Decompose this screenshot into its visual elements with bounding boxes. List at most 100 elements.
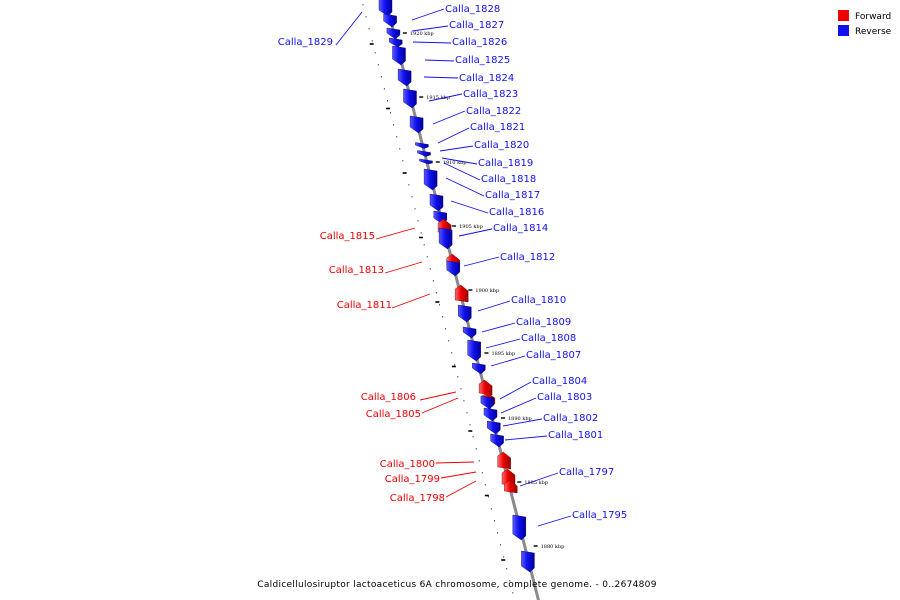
scale-tick-label: 1900 kbp bbox=[475, 288, 499, 294]
gene-leader-line bbox=[445, 480, 477, 498]
gene-label-calla-1806[interactable]: Calla_1806 bbox=[361, 392, 416, 403]
gene-arrow-calla-1828[interactable] bbox=[383, 13, 397, 28]
gene-arrow-calla-1802[interactable] bbox=[487, 420, 501, 435]
gene-arrow-calla-1825[interactable] bbox=[392, 45, 406, 66]
gene-arrow-calla-1803[interactable] bbox=[483, 407, 498, 422]
gene-arrow-calla-1821[interactable] bbox=[415, 142, 429, 149]
gene-label-calla-1816[interactable]: Calla_1816 bbox=[489, 207, 544, 218]
ruler-dot bbox=[512, 592, 514, 594]
gene-label-calla-1811[interactable]: Calla_1811 bbox=[337, 300, 392, 311]
gene-label-calla-1810[interactable]: Calla_1810 bbox=[511, 295, 566, 306]
ruler-dot bbox=[503, 556, 505, 558]
gene-label-calla-1802[interactable]: Calla_1802 bbox=[543, 413, 598, 424]
gene-arrow-calla-1823[interactable] bbox=[403, 88, 417, 109]
gene-leader-line bbox=[419, 391, 457, 401]
gene-arrow-calla-1827[interactable] bbox=[386, 27, 401, 40]
gene-leader-line bbox=[335, 11, 363, 46]
gene-arrow-calla-1811[interactable] bbox=[455, 284, 469, 303]
ruler-dot bbox=[365, 16, 367, 18]
gene-label-calla-1809[interactable]: Calla_1809 bbox=[516, 317, 571, 328]
gene-arrow-calla-1822[interactable] bbox=[409, 115, 424, 134]
gene-arrow-calla-1808[interactable] bbox=[467, 339, 481, 362]
gene-label-calla-1814[interactable]: Calla_1814 bbox=[493, 223, 548, 234]
gene-label-calla-1818[interactable]: Calla_1818 bbox=[481, 174, 536, 185]
gene-label-calla-1801[interactable]: Calla_1801 bbox=[548, 430, 603, 441]
gene-leader-line bbox=[439, 145, 474, 152]
gene-arrow-calla-1800[interactable] bbox=[497, 451, 511, 470]
ruler-dot bbox=[439, 304, 440, 306]
gene-arrow-calla-1829[interactable] bbox=[378, 0, 393, 17]
gene-arrow-calla-1809[interactable] bbox=[462, 326, 477, 339]
scale-tick-label: 1885 kbp bbox=[524, 480, 548, 486]
gene-arrow-calla-1795[interactable] bbox=[521, 550, 535, 573]
gene-features bbox=[378, 0, 535, 573]
gene-arrow-calla-1819[interactable] bbox=[419, 158, 433, 165]
gene-label-calla-1825[interactable]: Calla_1825 bbox=[455, 55, 510, 66]
gene-arrow-calla-1798[interactable] bbox=[504, 479, 518, 494]
gene-leader-line bbox=[537, 515, 572, 527]
ruler-dot bbox=[454, 364, 456, 366]
ruler-dot bbox=[490, 508, 492, 510]
gene-label-calla-1819[interactable]: Calla_1819 bbox=[478, 158, 533, 169]
legend-forward-label: Forward bbox=[855, 12, 891, 22]
gene-arrow-calla-1814[interactable] bbox=[438, 227, 453, 250]
ruler-dot bbox=[463, 400, 465, 402]
ruler-dot bbox=[500, 544, 502, 546]
gene-label-calla-1823[interactable]: Calla_1823 bbox=[463, 89, 518, 100]
ruler-dot bbox=[377, 64, 379, 66]
gene-label-calla-1797[interactable]: Calla_1797 bbox=[559, 467, 614, 478]
gene-arrow-calla-1824[interactable] bbox=[397, 68, 412, 87]
gene-label-calla-1804[interactable]: Calla_1804 bbox=[532, 376, 587, 387]
gene-label-calla-1808[interactable]: Calla_1808 bbox=[521, 333, 576, 344]
gene-label-calla-1820[interactable]: Calla_1820 bbox=[474, 140, 529, 151]
gene-arrow-calla-1812[interactable] bbox=[446, 260, 460, 277]
ruler-dot bbox=[368, 28, 370, 30]
gene-label-calla-1813[interactable]: Calla_1813 bbox=[329, 265, 384, 276]
gene-label-calla-1803[interactable]: Calla_1803 bbox=[537, 392, 592, 403]
gene-label-calla-1821[interactable]: Calla_1821 bbox=[470, 122, 525, 133]
gene-arrow-calla-1804[interactable] bbox=[480, 395, 495, 410]
gene-label-calla-1826[interactable]: Calla_1826 bbox=[452, 37, 507, 48]
gene-label-calla-1799[interactable]: Calla_1799 bbox=[385, 474, 440, 485]
gene-leader-line bbox=[463, 256, 500, 267]
ruler-dot bbox=[417, 220, 419, 222]
gene-label-calla-1829[interactable]: Calla_1829 bbox=[278, 37, 333, 48]
gene-leader-line bbox=[421, 397, 459, 414]
gene-leader-line bbox=[490, 355, 526, 367]
ruler-dot bbox=[390, 112, 391, 114]
gene-arrow-calla-1810[interactable] bbox=[458, 304, 472, 323]
gene-arrow-calla-1797[interactable] bbox=[512, 514, 526, 541]
gene-label-calla-1805[interactable]: Calla_1805 bbox=[366, 409, 421, 420]
ruler-dot bbox=[383, 88, 385, 90]
gene-label-calla-1824[interactable]: Calla_1824 bbox=[459, 73, 514, 84]
gene-arrow-calla-1806[interactable] bbox=[478, 379, 493, 396]
gene-arrow-calla-1801[interactable] bbox=[490, 433, 504, 448]
gene-arrow-calla-1820[interactable] bbox=[417, 150, 431, 157]
gene-label-calla-1795[interactable]: Calla_1795 bbox=[572, 510, 627, 521]
gene-label-calla-1807[interactable]: Calla_1807 bbox=[526, 350, 581, 361]
gene-leader-line bbox=[485, 338, 521, 349]
gene-arrow-calla-1818[interactable] bbox=[423, 168, 438, 191]
gene-arrow-calla-1826[interactable] bbox=[389, 37, 403, 48]
ruler-dot bbox=[399, 148, 401, 150]
gene-leader-line bbox=[412, 41, 452, 44]
ruler-dot bbox=[457, 376, 459, 378]
ruler-dot bbox=[423, 244, 425, 246]
ruler-dot bbox=[509, 580, 511, 582]
ruler-dot bbox=[466, 412, 468, 414]
gene-arrow-calla-1807[interactable] bbox=[472, 362, 486, 375]
gene-label-calla-1812[interactable]: Calla_1812 bbox=[500, 252, 555, 263]
scale-tick-label: 1880 kbp bbox=[541, 544, 565, 550]
gene-arrow-calla-1817[interactable] bbox=[429, 193, 444, 212]
gene-label-calla-1798[interactable]: Calla_1798 bbox=[390, 493, 445, 504]
gene-label-calla-1815[interactable]: Calla_1815 bbox=[320, 231, 375, 242]
scale-tick-label: 1915 kbp bbox=[426, 95, 450, 101]
gene-label-calla-1800[interactable]: Calla_1800 bbox=[380, 459, 435, 470]
gene-label-calla-1827[interactable]: Calla_1827 bbox=[449, 20, 504, 31]
gene-label-calla-1828[interactable]: Calla_1828 bbox=[445, 4, 500, 15]
gene-label-calla-1817[interactable]: Calla_1817 bbox=[485, 190, 540, 201]
ruler-dot bbox=[362, 4, 364, 6]
gene-leader-line bbox=[423, 76, 459, 79]
gene-label-calla-1822[interactable]: Calla_1822 bbox=[466, 106, 521, 117]
